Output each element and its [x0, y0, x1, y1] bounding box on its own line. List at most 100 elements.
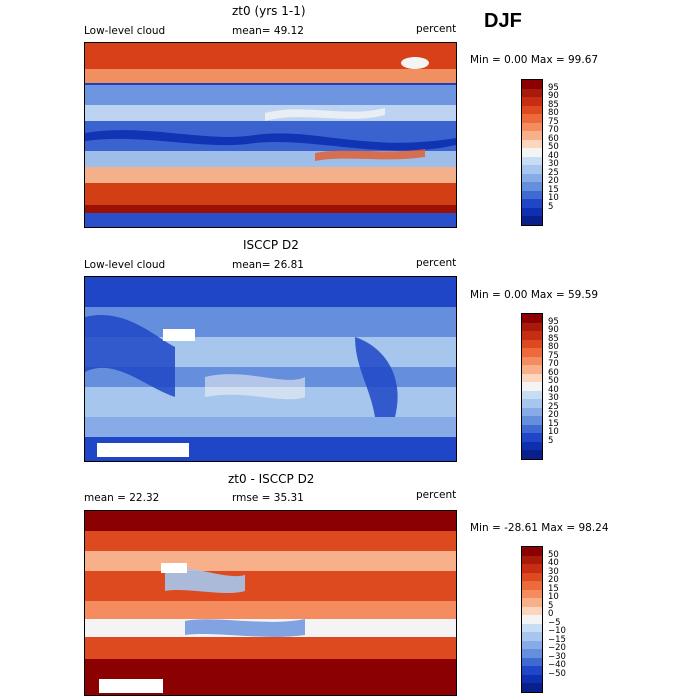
colorbar-band	[522, 547, 542, 556]
colorbar-tick-label: 85	[548, 99, 559, 110]
colorbar-tick-label: −5	[548, 617, 561, 628]
colorbar-tick-label: 85	[548, 333, 559, 344]
colorbar-tick-label: 15	[548, 418, 559, 429]
colorbar-band	[522, 416, 542, 425]
colorbar-tick-label: 10	[548, 427, 559, 438]
colorbar-tick-label: 20	[548, 410, 559, 421]
map-plot	[84, 276, 457, 462]
colorbar-tick-label: 95	[548, 82, 559, 93]
colorbar-tick-label: 80	[548, 342, 559, 353]
panel-title: zt0 - ISCCP D2	[228, 472, 315, 486]
colorbar-band	[522, 356, 542, 366]
colorbar	[521, 546, 543, 693]
colorbar-band	[522, 207, 542, 217]
season-label: DJF	[484, 10, 522, 32]
colorbar-tick-label: 30	[548, 159, 559, 170]
colorbar-tick-label: −40	[548, 660, 566, 671]
colorbar-tick-label: 75	[548, 350, 559, 361]
units-label: percent	[416, 23, 457, 35]
colorbar-tick-label: 20	[548, 575, 559, 586]
colorbar-tick-label: 50	[548, 142, 559, 153]
colorbar-band	[522, 433, 542, 442]
colorbar-band	[522, 165, 542, 174]
colorbar-band	[522, 131, 542, 140]
colorbar-band	[522, 399, 542, 408]
colorbar-band	[522, 441, 542, 451]
colorbar-tick-label: −50	[548, 668, 566, 679]
colorbar-band	[522, 365, 542, 374]
colorbar-band	[522, 182, 542, 191]
colorbar-band	[522, 632, 542, 641]
colorbar-tick-label: 40	[548, 558, 559, 569]
colorbar-band	[522, 657, 542, 667]
colorbar-band	[522, 339, 542, 349]
colorbar	[521, 313, 543, 460]
colorbar-band	[522, 105, 542, 115]
colorbar-band	[522, 314, 542, 323]
colorbar-band	[522, 80, 542, 89]
colorbar-tick-label: 40	[548, 150, 559, 161]
colorbar-band	[522, 382, 542, 391]
colorbar-band	[522, 114, 542, 123]
colorbar-tick-label: 30	[548, 566, 559, 577]
colorbar-band	[522, 674, 542, 684]
colorbar-tick-label: 90	[548, 91, 559, 102]
range-label: Min = -28.61 Max = 98.24	[470, 522, 609, 534]
panel-title: ISCCP D2	[243, 238, 299, 252]
colorbar-tick-label: 80	[548, 108, 559, 119]
colorbar-band	[522, 390, 542, 400]
colorbar-tick-label: 60	[548, 133, 559, 144]
colorbar-band	[522, 373, 542, 383]
colorbar-band	[522, 572, 542, 582]
colorbar-tick-label: 40	[548, 384, 559, 395]
colorbar-tick-label: 60	[548, 367, 559, 378]
colorbar-band	[522, 450, 542, 459]
colorbar-tick-label: 90	[548, 325, 559, 336]
variable-label: Low-level cloud	[84, 259, 166, 271]
range-label: Min = 0.00 Max = 59.59	[470, 289, 599, 301]
colorbar-tick-label: 5	[548, 435, 554, 446]
colorbar-tick-label: 75	[548, 116, 559, 127]
colorbar-band	[522, 640, 542, 650]
units-label: percent	[416, 257, 457, 269]
colorbar-tick-label: 10	[548, 193, 559, 204]
colorbar-band	[522, 322, 542, 332]
colorbar-tick-label: 70	[548, 125, 559, 136]
colorbar-band	[522, 331, 542, 340]
colorbar-band	[522, 666, 542, 675]
mean-label: mean= 49.12	[232, 25, 304, 37]
colorbar-tick-label: −15	[548, 634, 566, 645]
colorbar-tick-label: 0	[548, 609, 554, 620]
panel-title: zt0 (yrs 1-1)	[232, 4, 306, 18]
colorbar-band	[522, 148, 542, 157]
colorbar-tick-label: 25	[548, 401, 559, 412]
colorbar-tick-label: 15	[548, 184, 559, 195]
rmse-label: rmse = 35.31	[232, 492, 304, 504]
colorbar-band	[522, 564, 542, 573]
colorbar-band	[522, 649, 542, 658]
colorbar-tick-label: 50	[548, 376, 559, 387]
colorbar-tick-label: −20	[548, 643, 566, 654]
mean-label: mean = 22.32	[84, 492, 160, 504]
variable-label: Low-level cloud	[84, 25, 166, 37]
colorbar-tick-label: 10	[548, 592, 559, 603]
colorbar-band	[522, 88, 542, 98]
colorbar-tick-label: −10	[548, 626, 566, 637]
colorbar-tick-label: 50	[548, 549, 559, 560]
colorbar-band	[522, 598, 542, 607]
colorbar-band	[522, 424, 542, 434]
colorbar-band	[522, 615, 542, 624]
colorbar	[521, 79, 543, 226]
colorbar-band	[522, 589, 542, 599]
colorbar-band	[522, 348, 542, 357]
map-plot	[84, 510, 457, 696]
colorbar-tick-label: 20	[548, 176, 559, 187]
colorbar-band	[522, 216, 542, 225]
range-label: Min = 0.00 Max = 99.67	[470, 54, 599, 66]
colorbar-band	[522, 97, 542, 106]
colorbar-band	[522, 122, 542, 132]
colorbar-band	[522, 156, 542, 166]
colorbar-band	[522, 190, 542, 200]
colorbar-band	[522, 407, 542, 417]
mean-label: mean= 26.81	[232, 259, 304, 271]
